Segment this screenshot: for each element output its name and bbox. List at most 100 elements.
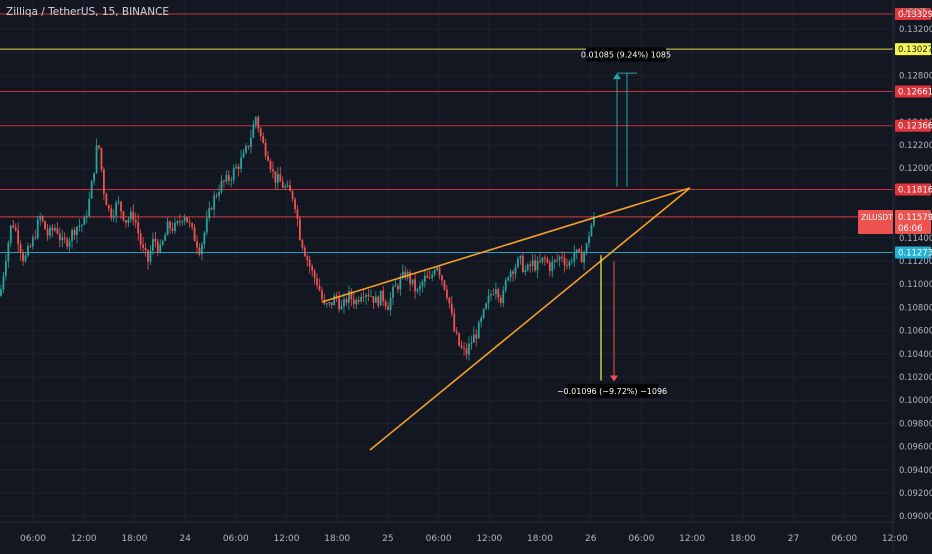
candle-body <box>536 261 539 271</box>
candle-body <box>338 297 340 310</box>
candle-body <box>227 175 230 181</box>
candle-body <box>325 303 328 305</box>
time-tick-label: 25 <box>382 534 393 544</box>
candle-body <box>142 244 144 248</box>
candle-body <box>110 208 113 218</box>
candle-body <box>73 230 76 236</box>
candle-body <box>355 299 358 305</box>
candle-body <box>257 117 260 129</box>
time-tick-label: 12:00 <box>71 534 97 544</box>
candle-body <box>512 271 514 275</box>
candle-body <box>39 216 42 220</box>
candle-body <box>414 279 416 292</box>
candle-body <box>521 255 524 273</box>
candle-body <box>495 289 497 295</box>
level-label-bg <box>895 43 931 56</box>
candle-body <box>210 207 213 210</box>
time-tick-label: 12:00 <box>679 534 705 544</box>
time-tick-label: 06:00 <box>223 534 249 544</box>
candle-body <box>299 218 301 241</box>
candle-body <box>191 223 193 228</box>
candle-body <box>392 286 394 298</box>
candle-body <box>379 290 382 306</box>
candle-body <box>328 302 331 304</box>
candle-body <box>269 160 272 170</box>
candle-body <box>303 247 306 257</box>
candle-body <box>470 342 473 344</box>
candle-body <box>409 272 412 284</box>
candle-body <box>56 228 59 234</box>
candle-body <box>340 306 343 310</box>
candle-body <box>63 237 66 239</box>
candle-body <box>465 348 468 355</box>
chart-title: Zilliqa / TetherUS, 15, BINANCE <box>6 6 170 18</box>
candle-body <box>411 279 414 284</box>
candle-body <box>401 271 404 279</box>
candle-body <box>125 220 127 223</box>
candle-body <box>230 179 233 181</box>
candle-body <box>5 261 7 276</box>
candle-body <box>161 240 164 245</box>
candle-body <box>98 145 100 148</box>
level-label-bg <box>895 119 931 132</box>
level-label: 0.11273 <box>898 249 932 259</box>
candle-body <box>259 128 262 137</box>
candle-body <box>19 244 22 253</box>
candle-body <box>208 207 211 219</box>
candle-body <box>169 221 171 229</box>
candle-body <box>419 285 421 290</box>
candle-body <box>566 265 568 267</box>
candle-body <box>27 246 29 256</box>
candle-body <box>129 211 132 220</box>
candle-body <box>360 296 363 302</box>
candle-body <box>137 222 140 234</box>
candle-body <box>450 303 453 314</box>
candle-body <box>235 166 238 169</box>
candle-body <box>453 313 456 332</box>
candle-body <box>318 285 321 291</box>
candle-body <box>147 250 149 262</box>
candle-body <box>237 166 240 169</box>
candle-body <box>93 172 95 182</box>
candle-body <box>88 198 91 217</box>
candle-body <box>220 180 223 193</box>
price-tick-label: 0.09800 <box>899 419 932 429</box>
measure-down-arrow <box>610 375 618 382</box>
candle-body <box>61 237 64 241</box>
candle-body <box>362 296 365 298</box>
candle-body <box>350 291 353 300</box>
candle-body <box>490 294 492 296</box>
candle-body <box>71 230 73 241</box>
candle-body <box>507 277 510 281</box>
candle-body <box>186 217 189 223</box>
candle-body <box>134 219 137 223</box>
candle-body <box>421 281 424 286</box>
candle-body <box>196 241 198 248</box>
candle-body <box>9 225 12 243</box>
candle-body <box>22 252 24 262</box>
candle-body <box>514 267 517 275</box>
candle-body <box>372 296 375 303</box>
candle-body <box>85 216 88 218</box>
candle-body <box>573 252 576 262</box>
time-tick-label: 06:00 <box>831 534 857 544</box>
candle-body <box>80 224 83 226</box>
candle-body <box>343 299 345 307</box>
time-tick-label: 06:00 <box>628 534 654 544</box>
candle-body <box>316 278 318 286</box>
candle-body <box>58 233 61 241</box>
candle-body <box>416 289 419 292</box>
candle-body <box>272 169 274 172</box>
candle-body <box>166 221 169 235</box>
price-tick-label: 0.10800 <box>899 303 932 313</box>
candle-body <box>475 334 478 339</box>
candle-body <box>387 306 389 311</box>
candle-body <box>482 308 485 318</box>
wedge-upper-line <box>321 187 691 303</box>
candle-body <box>152 238 154 251</box>
candle-body <box>443 280 446 290</box>
price-tick-label: 0.12800 <box>899 71 932 81</box>
candle-body <box>203 232 206 245</box>
